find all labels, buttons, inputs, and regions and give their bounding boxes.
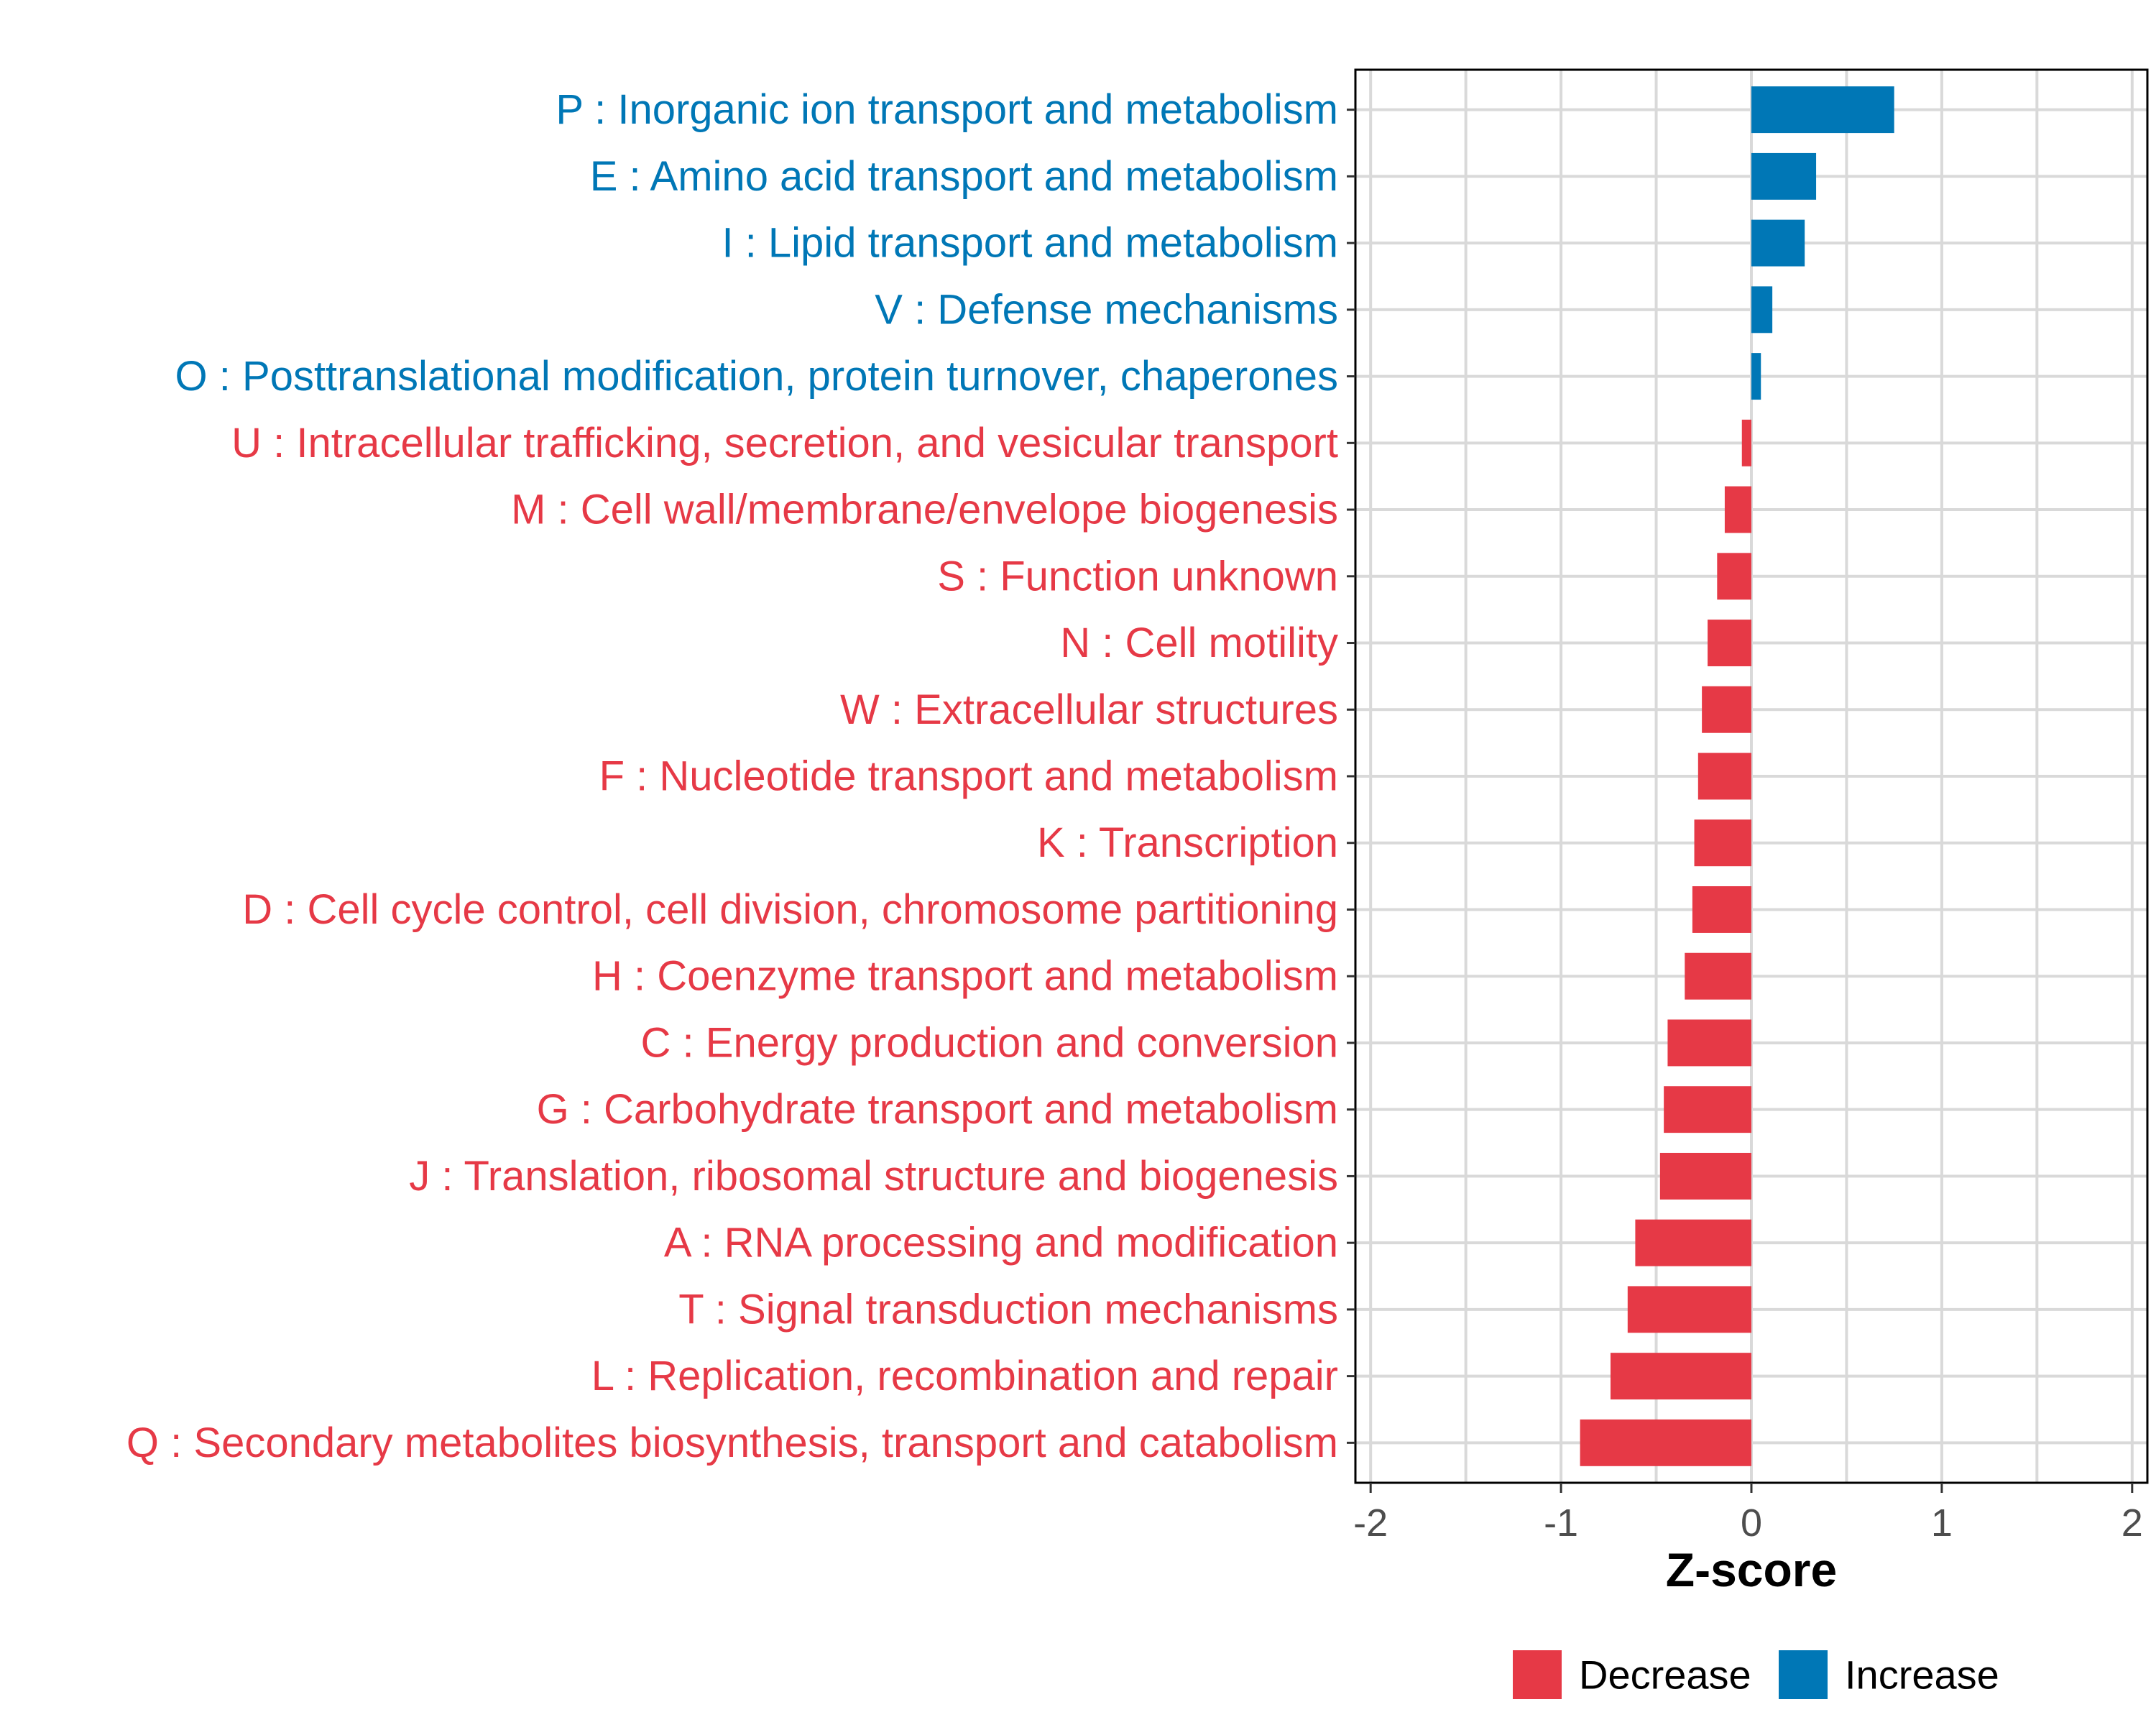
bar	[1751, 286, 1773, 334]
legend-swatch	[1513, 1650, 1562, 1699]
category-label: C : Energy production and conversion	[641, 1019, 1338, 1066]
category-label: U : Intracellular trafficking, secretion…	[231, 420, 1338, 466]
category-label: G : Carbohydrate transport and metabolis…	[537, 1086, 1338, 1133]
y-axis-labels: P : Inorganic ion transport and metaboli…	[126, 86, 1338, 1466]
x-axis-title: Z-score	[1666, 1543, 1837, 1596]
category-label: H : Coenzyme transport and metabolism	[592, 953, 1338, 1000]
category-label: M : Cell wall/membrane/envelope biogenes…	[511, 487, 1338, 533]
category-label: O : Posttranslational modification, prot…	[175, 353, 1338, 400]
bar	[1724, 486, 1751, 533]
bars	[1580, 86, 1894, 1466]
category-label: L : Replication, recombination and repai…	[591, 1353, 1338, 1399]
legend-swatch	[1779, 1650, 1828, 1699]
bar	[1751, 219, 1805, 267]
x-tick-label: 1	[1931, 1501, 1953, 1545]
bar	[1610, 1353, 1751, 1400]
bar	[1664, 1086, 1751, 1133]
category-label: Q : Secondary metabolites biosynthesis, …	[126, 1420, 1338, 1466]
bar	[1627, 1286, 1751, 1333]
bar	[1667, 1019, 1751, 1067]
legend-label: Decrease	[1579, 1652, 1751, 1698]
category-label: I : Lipid transport and metabolism	[722, 220, 1338, 267]
y-axis-ticks	[1347, 109, 1355, 1444]
category-label: F : Nucleotide transport and metabolism	[599, 753, 1338, 800]
bar	[1635, 1219, 1751, 1266]
category-label: J : Translation, ribosomal structure and…	[409, 1153, 1338, 1200]
bar	[1580, 1419, 1751, 1466]
bar	[1751, 353, 1761, 400]
category-label: N : Cell motility	[1060, 620, 1338, 666]
bar	[1659, 1152, 1751, 1200]
x-tick-label: -2	[1353, 1501, 1388, 1545]
category-label: S : Function unknown	[937, 553, 1338, 599]
bar	[1694, 819, 1751, 867]
bar	[1692, 886, 1751, 933]
category-label: K : Transcription	[1037, 819, 1338, 866]
bar	[1741, 419, 1751, 466]
x-tick-label: 0	[1741, 1501, 1762, 1545]
category-label: V : Defense mechanisms	[875, 286, 1338, 333]
bar	[1751, 86, 1894, 134]
x-axis: -2 -1 0 1 2	[1353, 1483, 2143, 1545]
bar	[1702, 686, 1751, 733]
bar	[1751, 152, 1817, 200]
bar	[1697, 753, 1751, 800]
category-label: T : Signal transduction mechanisms	[678, 1286, 1338, 1333]
legend: Decrease Increase	[1513, 1650, 1999, 1699]
x-tick-label: 2	[2122, 1501, 2143, 1545]
bar	[1685, 952, 1751, 1000]
x-tick-label: -1	[1544, 1501, 1578, 1545]
category-label: A : RNA processing and modification	[664, 1220, 1338, 1266]
category-label: P : Inorganic ion transport and metaboli…	[556, 86, 1338, 133]
category-label: W : Extracellular structures	[840, 686, 1338, 733]
category-label: E : Amino acid transport and metabolism	[590, 153, 1338, 200]
category-label: D : Cell cycle control, cell division, c…	[242, 886, 1338, 933]
bar	[1717, 553, 1751, 600]
legend-label: Increase	[1845, 1652, 1999, 1698]
bar	[1708, 620, 1751, 666]
